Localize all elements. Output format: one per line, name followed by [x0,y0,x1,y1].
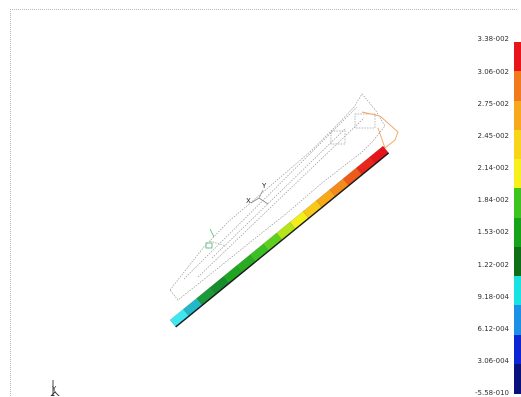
local-csys-marker: Y X [246,182,269,205]
legend-label-2: 2.75-002 [477,100,509,108]
legend-color-swatch [514,334,521,365]
legend-color-swatch [514,305,521,335]
legend-label-4: 2.14-002 [477,164,509,172]
legend-color-swatch [514,246,521,277]
legend-color-swatch [514,217,521,248]
legend-color-swatch [514,276,521,306]
legend-label-5: 1.84-002 [477,196,509,204]
triad-x-axis [50,391,56,396]
beam-edge [175,152,390,328]
legend-color-swatch [514,159,521,189]
legend-color-swatch [514,42,521,72]
legend-color-swatch [514,100,521,131]
legend-color-swatch [514,71,521,101]
deformed-beam[interactable] [169,145,390,328]
local-axis-x-label: X [246,197,251,205]
legend-color-swatch [514,363,521,394]
legend-label-10: 3.06-004 [477,357,509,365]
triad-z-axis [54,391,60,396]
legend-color-bar [514,42,521,394]
constraint-markers [205,228,215,249]
legend-label-1: 3.06-002 [477,68,509,76]
undeformed-shape [169,93,386,301]
boundary-outline [361,111,399,149]
legend-color-swatch [514,188,521,218]
legend-label-0: 3.38-002 [477,35,509,43]
legend-label-6: 1.53-002 [477,228,509,236]
triad-y-label: Y [51,385,57,393]
legend-label-8: 9.18-004 [477,293,509,301]
local-axis-y-label: Y [261,182,267,190]
legend-label-7: 1.22-002 [477,261,509,269]
legend-label-3: 2.45-002 [477,132,509,140]
legend-color-swatch [514,129,521,160]
legend-label-9: 6.12-004 [477,325,509,333]
legend-label-11: -5.58-010 [475,389,509,397]
